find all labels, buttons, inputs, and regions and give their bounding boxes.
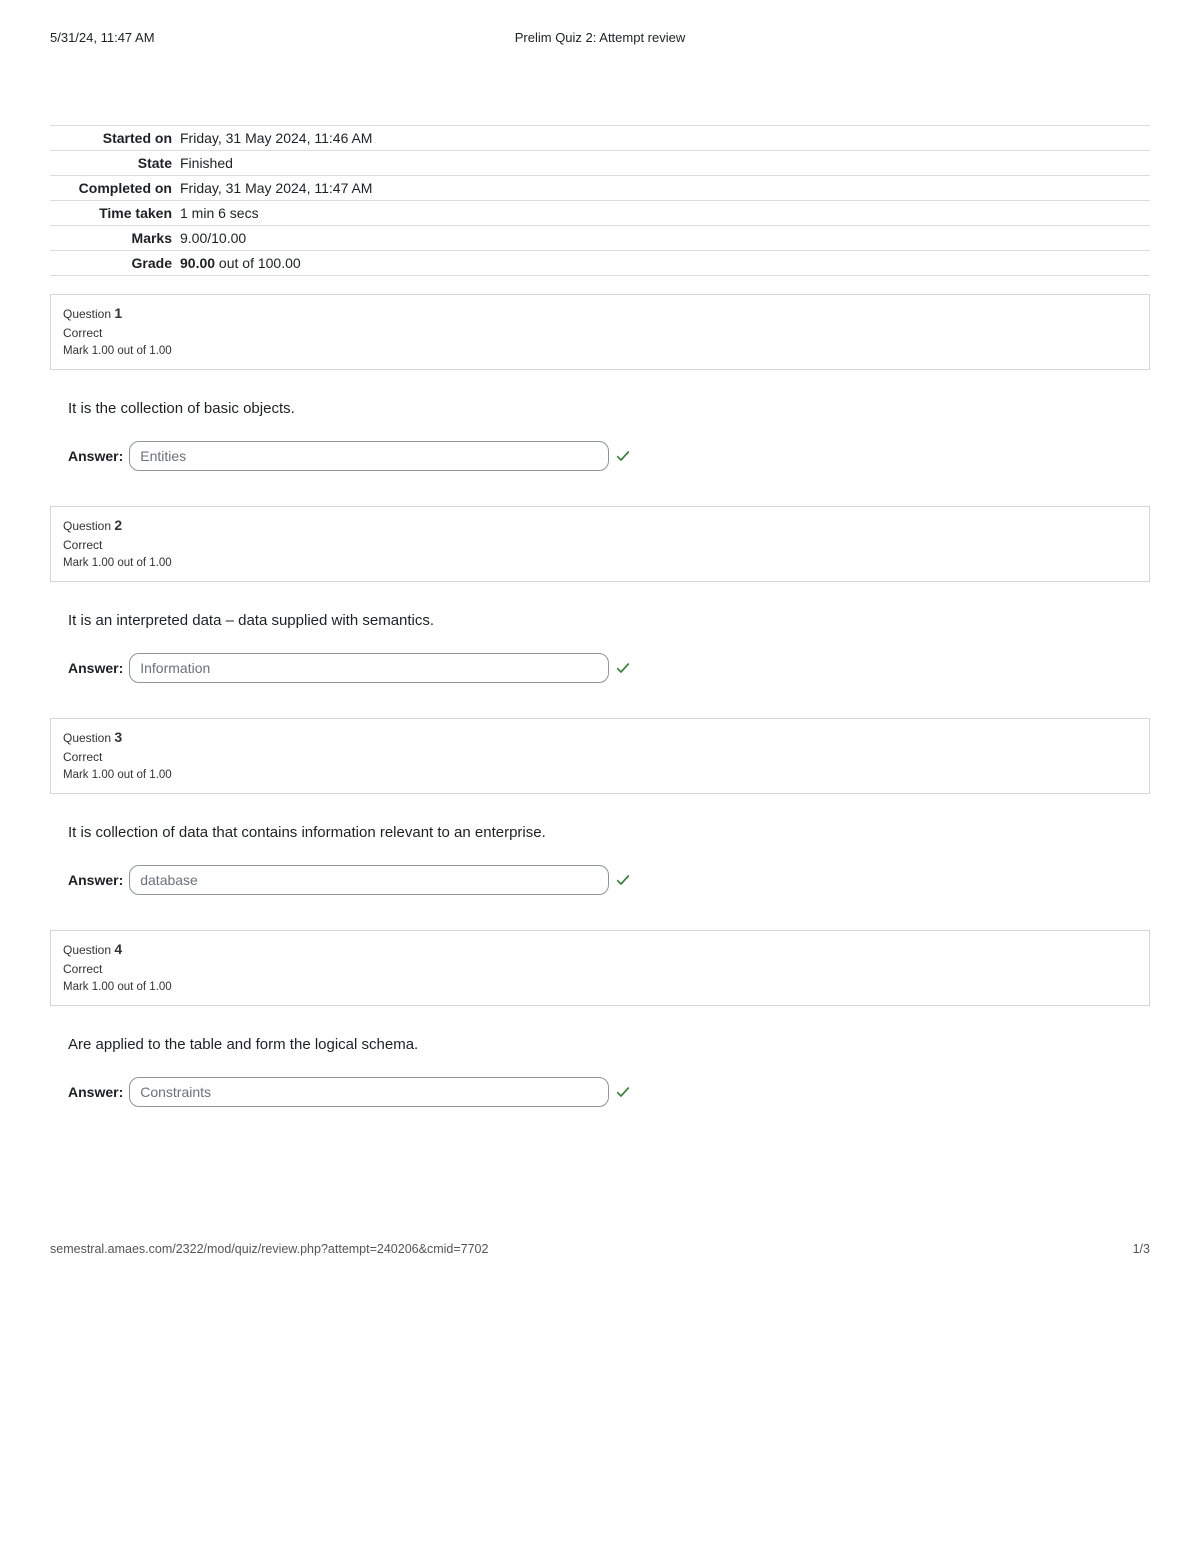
summary-value: Finished [180, 151, 1150, 176]
correct-check-icon [615, 872, 631, 888]
print-footer: semestral.amaes.com/2322/mod/quiz/review… [0, 1242, 1200, 1281]
answer-input[interactable] [129, 653, 609, 683]
question-text: It is an interpreted data – data supplie… [68, 612, 1150, 629]
attempt-summary-table: Started onFriday, 31 May 2024, 11:46 AMS… [50, 125, 1150, 276]
question-mark: Mark 1.00 out of 1.00 [63, 981, 1137, 993]
answer-label: Answer: [68, 660, 123, 676]
question-status: Correct [63, 750, 1137, 764]
question-text: It is collection of data that contains i… [68, 824, 1150, 841]
answer-row: Answer: [68, 1077, 1150, 1107]
footer-page-number: 1/3 [1133, 1242, 1150, 1256]
summary-value: 9.00/10.00 [180, 226, 1150, 251]
question-status: Correct [63, 326, 1137, 340]
print-timestamp: 5/31/24, 11:47 AM [50, 30, 155, 45]
summary-value: 1 min 6 secs [180, 201, 1150, 226]
summary-row: Grade90.00 out of 100.00 [50, 251, 1150, 276]
answer-row: Answer: [68, 653, 1150, 683]
summary-label: Grade [50, 251, 180, 276]
summary-label: Marks [50, 226, 180, 251]
correct-check-icon [615, 660, 631, 676]
question-mark: Mark 1.00 out of 1.00 [63, 769, 1137, 781]
question-text: Are applied to the table and form the lo… [68, 1036, 1150, 1053]
answer-label: Answer: [68, 448, 123, 464]
question-body: Are applied to the table and form the lo… [50, 1036, 1150, 1107]
question-number: Question 2 [63, 517, 1137, 533]
question-body: It is the collection of basic objects. An… [50, 400, 1150, 471]
question-body: It is collection of data that contains i… [50, 824, 1150, 895]
summary-row: Marks9.00/10.00 [50, 226, 1150, 251]
summary-label: Time taken [50, 201, 180, 226]
question-text: It is the collection of basic objects. [68, 400, 1150, 417]
summary-label: State [50, 151, 180, 176]
question-status: Correct [63, 538, 1137, 552]
summary-label: Started on [50, 126, 180, 151]
question-number: Question 4 [63, 941, 1137, 957]
answer-row: Answer: [68, 865, 1150, 895]
question-number: Question 1 [63, 305, 1137, 321]
summary-row: Time taken1 min 6 secs [50, 201, 1150, 226]
answer-input[interactable] [129, 865, 609, 895]
question-info-box: Question 2 Correct Mark 1.00 out of 1.00 [50, 506, 1150, 582]
summary-value: Friday, 31 May 2024, 11:46 AM [180, 126, 1150, 151]
summary-label: Completed on [50, 176, 180, 201]
summary-value: 90.00 out of 100.00 [180, 251, 1150, 276]
question-number: Question 3 [63, 729, 1137, 745]
summary-value: Friday, 31 May 2024, 11:47 AM [180, 176, 1150, 201]
footer-url: semestral.amaes.com/2322/mod/quiz/review… [50, 1242, 488, 1256]
summary-row: Started onFriday, 31 May 2024, 11:46 AM [50, 126, 1150, 151]
summary-row: Completed onFriday, 31 May 2024, 11:47 A… [50, 176, 1150, 201]
question-mark: Mark 1.00 out of 1.00 [63, 345, 1137, 357]
answer-input[interactable] [129, 441, 609, 471]
answer-input[interactable] [129, 1077, 609, 1107]
summary-row: StateFinished [50, 151, 1150, 176]
question-status: Correct [63, 962, 1137, 976]
print-header: 5/31/24, 11:47 AM Prelim Quiz 2: Attempt… [50, 30, 1150, 45]
print-title: Prelim Quiz 2: Attempt review [515, 30, 686, 45]
correct-check-icon [615, 1084, 631, 1100]
answer-label: Answer: [68, 1084, 123, 1100]
question-mark: Mark 1.00 out of 1.00 [63, 557, 1137, 569]
correct-check-icon [615, 448, 631, 464]
answer-label: Answer: [68, 872, 123, 888]
question-info-box: Question 4 Correct Mark 1.00 out of 1.00 [50, 930, 1150, 1006]
question-info-box: Question 3 Correct Mark 1.00 out of 1.00 [50, 718, 1150, 794]
answer-row: Answer: [68, 441, 1150, 471]
question-body: It is an interpreted data – data supplie… [50, 612, 1150, 683]
question-info-box: Question 1 Correct Mark 1.00 out of 1.00 [50, 294, 1150, 370]
